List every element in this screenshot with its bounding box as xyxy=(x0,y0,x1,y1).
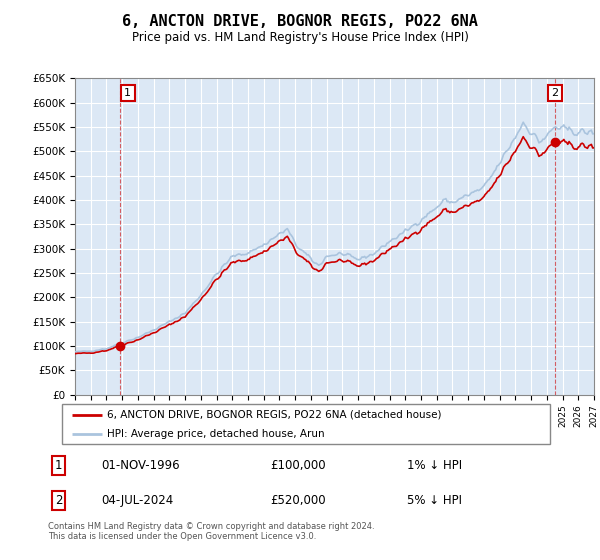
Text: 2: 2 xyxy=(55,494,62,507)
Text: £100,000: £100,000 xyxy=(270,459,325,472)
Text: £520,000: £520,000 xyxy=(270,494,325,507)
Text: Contains HM Land Registry data © Crown copyright and database right 2024.
This d: Contains HM Land Registry data © Crown c… xyxy=(48,522,374,542)
Text: 5% ↓ HPI: 5% ↓ HPI xyxy=(407,494,462,507)
FancyBboxPatch shape xyxy=(62,404,550,445)
Text: 6, ANCTON DRIVE, BOGNOR REGIS, PO22 6NA: 6, ANCTON DRIVE, BOGNOR REGIS, PO22 6NA xyxy=(122,14,478,29)
Text: 6, ANCTON DRIVE, BOGNOR REGIS, PO22 6NA (detached house): 6, ANCTON DRIVE, BOGNOR REGIS, PO22 6NA … xyxy=(107,409,441,419)
Text: 01-NOV-1996: 01-NOV-1996 xyxy=(101,459,179,472)
Text: HPI: Average price, detached house, Arun: HPI: Average price, detached house, Arun xyxy=(107,429,325,439)
Text: 1: 1 xyxy=(55,459,62,472)
Text: Price paid vs. HM Land Registry's House Price Index (HPI): Price paid vs. HM Land Registry's House … xyxy=(131,31,469,44)
Text: 1% ↓ HPI: 1% ↓ HPI xyxy=(407,459,462,472)
Text: 2: 2 xyxy=(551,88,559,98)
Text: 1: 1 xyxy=(124,88,131,98)
Text: 04-JUL-2024: 04-JUL-2024 xyxy=(101,494,173,507)
